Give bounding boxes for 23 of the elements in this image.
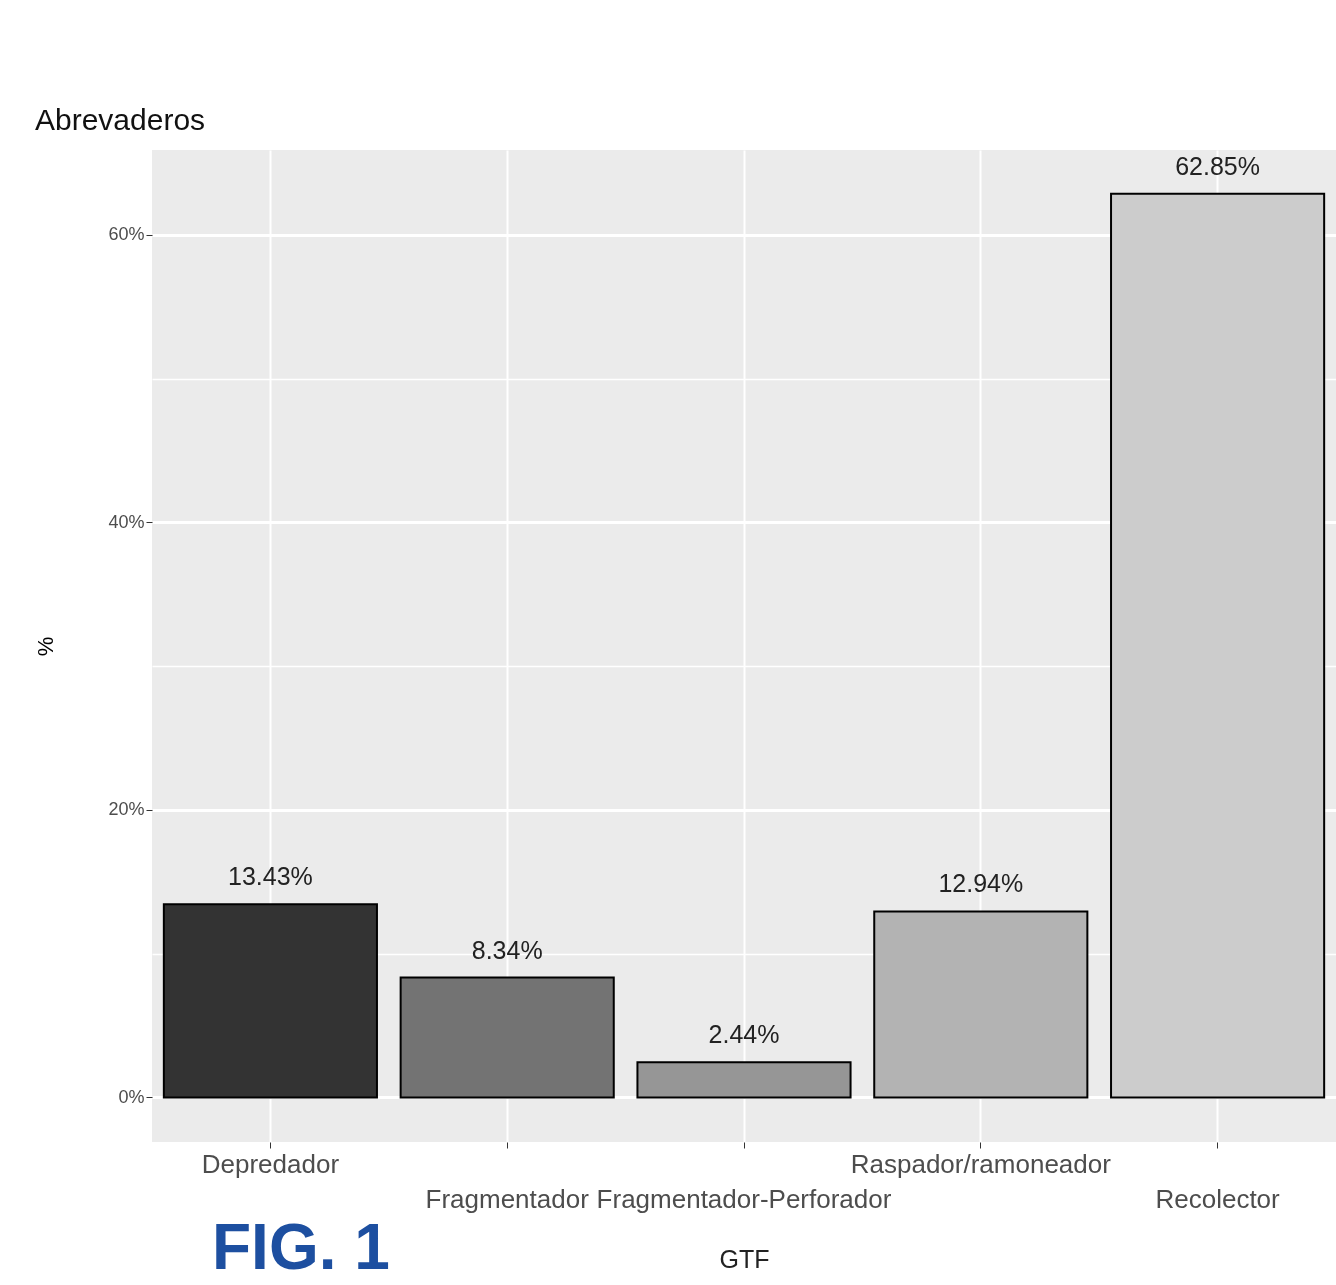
- x-tick-label: Recolector: [1155, 1183, 1281, 1214]
- data-label: 8.34%: [471, 935, 543, 964]
- data-label: 62.85%: [1175, 151, 1260, 180]
- y-tick-label: 60%: [108, 224, 145, 245]
- data-label: 13.43%: [228, 862, 313, 891]
- bar: [636, 1061, 852, 1099]
- y-tick-label: 0%: [118, 1086, 145, 1107]
- bar: [399, 976, 615, 1099]
- x-tick-label: Depredador: [201, 1148, 340, 1179]
- bar: [162, 903, 378, 1099]
- x-tick-label: Fragmentador: [425, 1183, 590, 1214]
- caption: FIG. 1: [212, 1211, 390, 1283]
- x-axis-title: GTF: [719, 1244, 770, 1273]
- data-label: 12.94%: [938, 869, 1024, 898]
- x-tick-label: Raspador/ramoneador: [850, 1148, 1112, 1179]
- bar: [873, 910, 1089, 1099]
- y-tick-label: 20%: [108, 799, 145, 820]
- chart-title: Abrevaderos: [34, 103, 206, 136]
- y-axis-title: %: [33, 636, 59, 657]
- data-label: 2.44%: [708, 1020, 780, 1049]
- bar: [1110, 192, 1326, 1099]
- y-tick-label: 40%: [108, 511, 145, 532]
- x-tick-label: Fragmentador-Perforador: [596, 1183, 892, 1214]
